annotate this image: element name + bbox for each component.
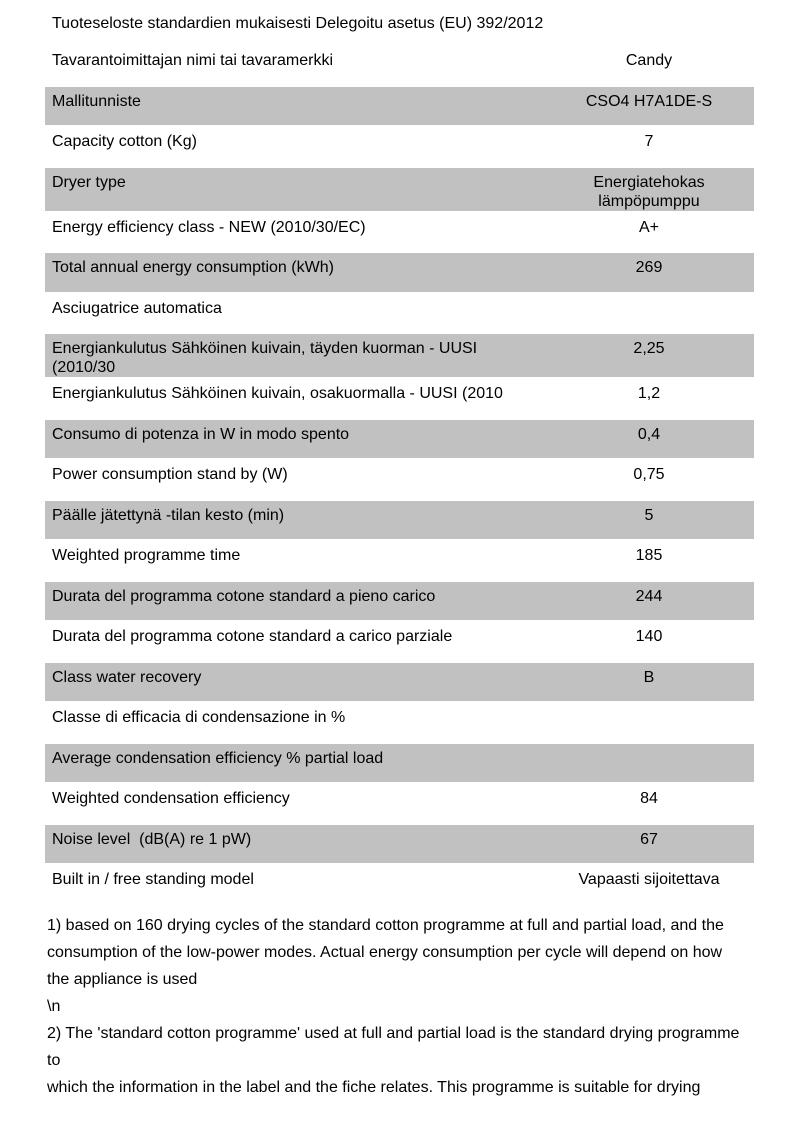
table-row: Total annual energy consumption (kWh) 269 [45, 253, 754, 292]
footnote-line: 1) based on 160 drying cycles of the sta… [47, 916, 724, 934]
row-label: Classe di efficacia di condensazione in … [52, 709, 346, 726]
row-value: 140 [635, 628, 663, 645]
row-value: 5 [644, 506, 654, 524]
row-value: CSO4 H7A1DE-S [585, 92, 713, 110]
row-label: Energy efficiency class - NEW (2010/30/E… [52, 218, 366, 236]
table-row: Dryer type Energiatehokas lämpöpumppu [45, 167, 754, 211]
row-label: Weighted programme time [52, 547, 241, 564]
row-value: 67 [640, 830, 658, 848]
row-label: Consumo di potenza in W in modo spento [52, 425, 350, 443]
footnotes: 1) based on 160 drying cycles of the sta… [45, 912, 754, 1101]
row-label: Total annual energy consumption (kWh) [52, 259, 334, 276]
row-value: 0,4 [637, 425, 661, 443]
footnote-line: 2) The 'standard cotton programme' used … [47, 1024, 740, 1042]
table-row: Classe di efficacia di condensazione in … [45, 703, 754, 742]
row-value: 185 [635, 547, 663, 564]
table-row: Mallitunniste CSO4 H7A1DE-S [45, 86, 754, 125]
row-value: A+ [638, 218, 659, 236]
footnote-line: to [47, 1051, 61, 1069]
table-row: Energiankulutus Sähköinen kuivain, osaku… [45, 379, 754, 418]
row-value: 269 [635, 259, 663, 276]
row-label: Average condensation efficiency % partia… [52, 749, 384, 767]
row-value: Candy [625, 52, 673, 69]
table-row: Päälle jätettynä -tilan kesto (min) 5 [45, 500, 754, 539]
row-value: 244 [635, 587, 663, 605]
row-value: 1,2 [637, 385, 661, 402]
row-label: Durata del programma cotone standard a p… [52, 587, 436, 605]
row-label: Energiankulutus Sähköinen kuivain, täyde… [52, 340, 482, 376]
table-row: Weighted programme time 185 [45, 541, 754, 580]
row-label: Class water recovery [52, 668, 202, 686]
table-row: Weighted condensation efficiency 84 [45, 784, 754, 823]
row-label: Mallitunniste [52, 92, 141, 110]
table-row: Built in / free standing model Vapaasti s… [45, 865, 754, 904]
row-label: Capacity cotton (Kg) [52, 133, 197, 150]
footnote-line: \n [47, 997, 61, 1015]
table-row: Average condensation efficiency % partia… [45, 743, 754, 783]
row-value: 7 [644, 133, 654, 150]
footnote-line: which the information in the label and t… [47, 1078, 701, 1096]
row-label: Weighted condensation efficiency [52, 790, 290, 807]
table-row: Capacity cotton (Kg) 7 [45, 127, 754, 166]
table-row: Consumo di potenza in W in modo spento 0,… [45, 419, 754, 458]
table-row: Energy efficiency class - NEW (2010/30/E… [45, 212, 754, 251]
row-label: Noise level (dB(A) re 1 pW) [52, 830, 252, 848]
row-label: Power consumption stand by (W) [52, 466, 288, 483]
table-row: Asciugatrice automatica [45, 293, 754, 333]
row-value: 2,25 [633, 340, 665, 357]
row-label: Tavarantoimittajan nimi tai tavaramerkki [52, 52, 333, 69]
table-row: Energiankulutus Sähköinen kuivain, täyde… [45, 334, 754, 377]
footnote-line: the appliance is used [47, 970, 198, 988]
row-label: Päälle jätettynä -tilan kesto (min) [52, 506, 285, 524]
row-label: Asciugatrice automatica [52, 299, 222, 317]
table-row: Power consumption stand by (W) 0,75 [45, 460, 754, 499]
row-value: 0,75 [633, 466, 665, 483]
row-value: B [643, 668, 655, 686]
table-row: Durata del programma cotone standard a p… [45, 581, 754, 620]
table-row: Tavarantoimittajan nimi tai tavaramerkki… [45, 46, 754, 85]
product-fiche-table: Tavarantoimittajan nimi tai tavaramerkki… [45, 46, 754, 904]
row-value: 84 [640, 790, 658, 807]
page-title: Tuoteseloste standardien mukaisesti Dele… [52, 15, 544, 32]
row-label: Durata del programma cotone standard a c… [52, 628, 453, 645]
row-value: Vapaasti sijoitettava [578, 871, 720, 888]
row-value [544, 744, 754, 783]
row-label: Energiankulutus Sähköinen kuivain, osaku… [52, 385, 503, 402]
table-row: Noise level (dB(A) re 1 pW) 67 [45, 824, 754, 863]
table-row: Durata del programma cotone standard a c… [45, 622, 754, 661]
row-label: Built in / free standing model [52, 871, 254, 888]
footnote-line: consumption of the low-power modes. Actu… [47, 943, 723, 961]
row-value [544, 703, 754, 742]
table-row: Class water recovery B [45, 662, 754, 701]
row-value: Energiatehokas lämpöpumppu [593, 173, 705, 210]
row-value [544, 294, 754, 333]
row-label: Dryer type [52, 173, 126, 191]
